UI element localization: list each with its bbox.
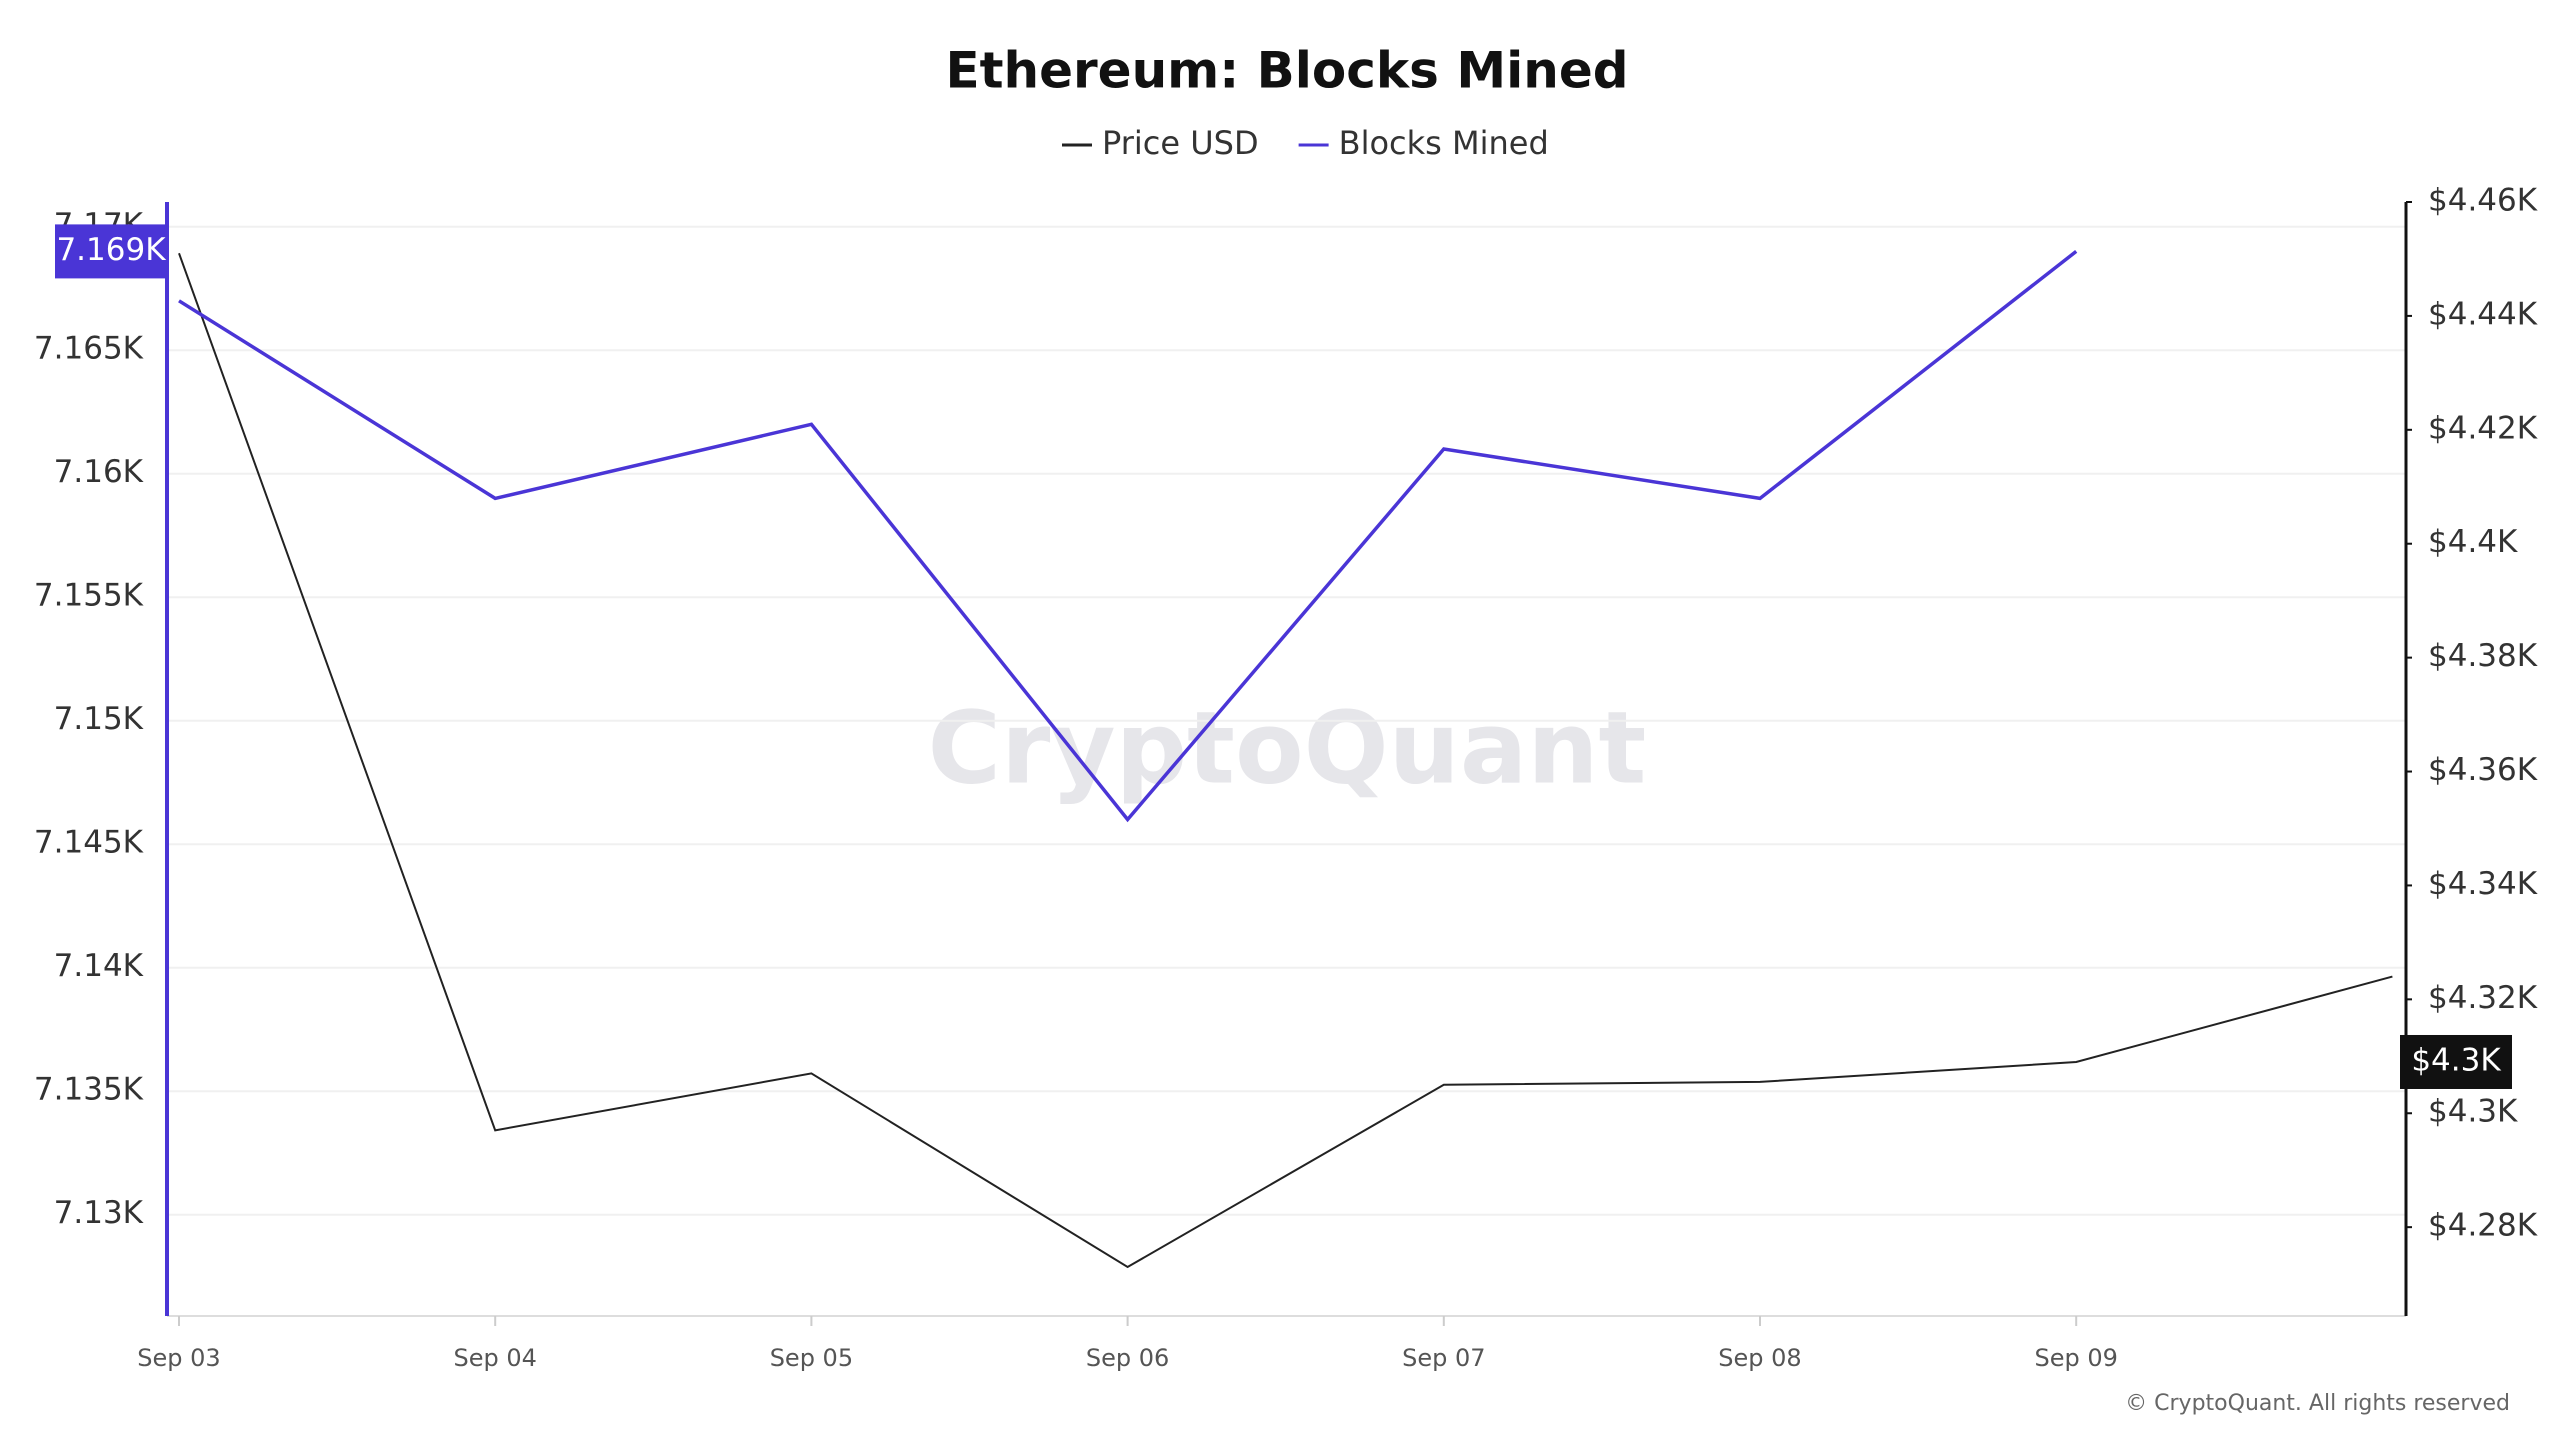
y-tick-label: 7.135K (34, 1072, 144, 1108)
value-badge (55, 224, 167, 279)
x-tick-label: Sep 03 (137, 1344, 220, 1372)
y-tick-label: 7.14K (54, 948, 144, 984)
y2-tick-label: $4.44K (2428, 296, 2538, 332)
series-line (178, 250, 2078, 823)
footer: © CryptoQuant. All rights reserved (2125, 1391, 2510, 1416)
y2-tick-label: $4.36K (2428, 752, 2538, 788)
x-tick-label: Sep 06 (1086, 1344, 1169, 1372)
x-tick-label: Sep 04 (453, 1344, 536, 1372)
legend-label: Price USD (1102, 124, 1259, 162)
series-line (178, 252, 2393, 1269)
x-tick-label: Sep 07 (1402, 1344, 1485, 1372)
y2-tick-label: $4.28K (2428, 1208, 2538, 1244)
value-badge-label: $4.3K (2411, 1042, 2501, 1078)
y-tick-label: 7.155K (34, 578, 144, 614)
y2-tick-label: $4.32K (2428, 980, 2538, 1016)
legend-label: Blocks Mined (1339, 124, 1549, 162)
y2-tick-label: $4.38K (2428, 638, 2538, 674)
chart-title: Ethereum: Blocks Mined (945, 42, 1628, 100)
x-tick-label: Sep 09 (2034, 1344, 2117, 1372)
x-tick-label: Sep 05 (770, 1344, 853, 1372)
watermark: CryptoQuant (928, 689, 1647, 806)
y-tick-label: 7.145K (34, 825, 144, 861)
y-tick-label: 7.15K (54, 701, 144, 737)
y-tick-label: 7.165K (34, 331, 144, 367)
value-badge (2400, 1034, 2512, 1089)
y-tick-label: 7.16K (54, 454, 144, 490)
value-badge-label: 7.169K (56, 232, 166, 268)
x-tick-label: Sep 08 (1718, 1344, 1801, 1372)
y2-tick-label: $4.3K (2428, 1094, 2518, 1130)
y2-tick-label: $4.46K (2428, 183, 2538, 219)
y2-tick-label: $4.42K (2428, 410, 2538, 446)
y2-tick-label: $4.34K (2428, 866, 2538, 902)
y2-tick-label: $4.4K (2428, 524, 2518, 560)
y-tick-label: 7.13K (54, 1195, 144, 1231)
